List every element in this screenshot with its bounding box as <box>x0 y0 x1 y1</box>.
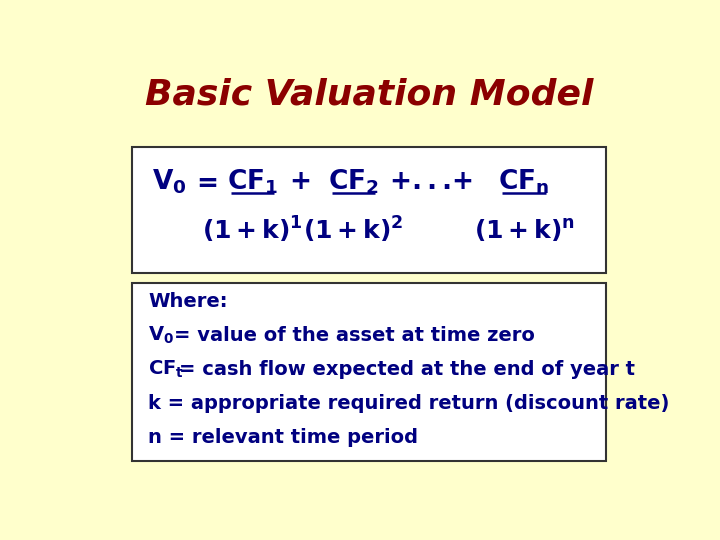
Text: $\mathbf{(1 + k)^1}$: $\mathbf{(1 + k)^1}$ <box>202 215 303 246</box>
FancyBboxPatch shape <box>132 147 606 273</box>
Text: = value of the asset at time zero: = value of the asset at time zero <box>174 326 536 346</box>
Text: $\mathbf{CF_2}$: $\mathbf{CF_2}$ <box>328 167 379 196</box>
Text: Basic Valuation Model: Basic Valuation Model <box>145 77 593 111</box>
Text: $\mathbf{+}$: $\mathbf{+}$ <box>289 169 310 195</box>
Text: $\mathbf{(1 + k)^2}$: $\mathbf{(1 + k)^2}$ <box>303 215 404 246</box>
Text: $\mathbf{CF_t}$: $\mathbf{CF_t}$ <box>148 359 184 380</box>
Text: $\mathbf{CF_n}$: $\mathbf{CF_n}$ <box>498 167 549 196</box>
Text: $\mathbf{...}$: $\mathbf{...}$ <box>411 169 451 195</box>
Text: $\mathbf{+}$: $\mathbf{+}$ <box>451 169 472 195</box>
Text: $\mathbf{=}$: $\mathbf{=}$ <box>191 169 217 195</box>
Text: k = appropriate required return (discount rate): k = appropriate required return (discoun… <box>148 394 670 413</box>
Text: Where:: Where: <box>148 293 228 312</box>
Text: $\mathbf{+}$: $\mathbf{+}$ <box>390 169 410 195</box>
FancyBboxPatch shape <box>132 283 606 461</box>
Text: n = relevant time period: n = relevant time period <box>148 428 418 447</box>
Text: $\mathbf{CF_1}$: $\mathbf{CF_1}$ <box>228 167 279 196</box>
Text: $\mathbf{V_0}$: $\mathbf{V_0}$ <box>148 325 174 347</box>
Text: = cash flow expected at the end of year t: = cash flow expected at the end of year … <box>179 360 635 379</box>
Text: $\mathbf{(1 + k)^n}$: $\mathbf{(1 + k)^n}$ <box>474 217 575 244</box>
Text: $\mathbf{V_0}$: $\mathbf{V_0}$ <box>152 167 186 196</box>
